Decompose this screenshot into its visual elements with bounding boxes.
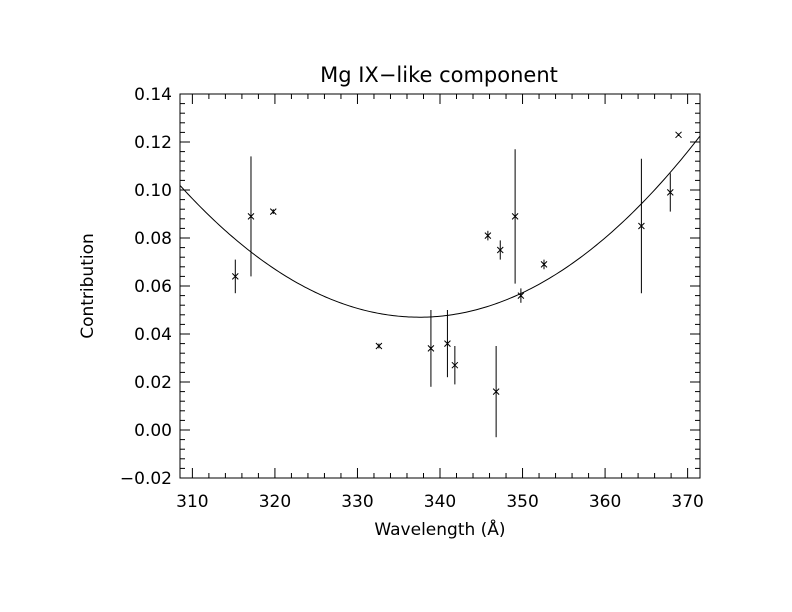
plot-frame — [179, 93, 701, 479]
x-tick-label: 330 — [341, 492, 373, 512]
x-tick-label: 350 — [506, 492, 538, 512]
x-tick-label: 340 — [424, 492, 456, 512]
x-tick-label: 370 — [671, 492, 703, 512]
x-tick-label: 320 — [259, 492, 291, 512]
y-tick-label: 0.10 — [134, 181, 172, 201]
fit-curve — [179, 135, 701, 318]
y-tick-label: 0.02 — [134, 373, 172, 393]
data-point — [675, 131, 682, 139]
y-tick-label: 0.08 — [134, 229, 172, 249]
data-point — [666, 189, 674, 196]
y-tick-label: −0.02 — [120, 469, 172, 489]
data-points — [231, 131, 682, 438]
data-point — [638, 222, 645, 230]
y-tick-label: 0.14 — [134, 85, 172, 105]
data-point — [444, 340, 451, 347]
y-tick-label: 0.06 — [134, 277, 172, 297]
data-point — [269, 208, 277, 215]
x-tick-label: 360 — [589, 492, 621, 512]
data-point — [484, 232, 492, 239]
axis-tick-labels: 310 320 330 340 350 360 370 −0.02 0.00 0.02 0.04 0.… — [120, 85, 704, 512]
x-axis-label: Wavelength (Å) — [374, 518, 505, 540]
y-axis-label: Contribution — [78, 233, 98, 339]
data-point — [517, 292, 525, 299]
data-point — [540, 261, 548, 268]
y-tick-label: 0.04 — [134, 325, 172, 345]
data-point — [451, 361, 459, 369]
data-point — [511, 213, 519, 220]
data-point — [427, 345, 435, 352]
data-point — [375, 342, 383, 350]
axis-ticks — [180, 93, 700, 479]
data-point — [231, 273, 239, 280]
data-point — [247, 213, 255, 220]
y-tick-label: 0.12 — [134, 133, 172, 153]
x-tick-label: 310 — [176, 492, 208, 512]
fit-curve-group — [179, 135, 701, 318]
chart-title: Mg IX−like component — [320, 63, 558, 87]
data-point — [492, 388, 500, 395]
y-tick-label: 0.00 — [134, 421, 172, 441]
data-point — [496, 246, 504, 254]
